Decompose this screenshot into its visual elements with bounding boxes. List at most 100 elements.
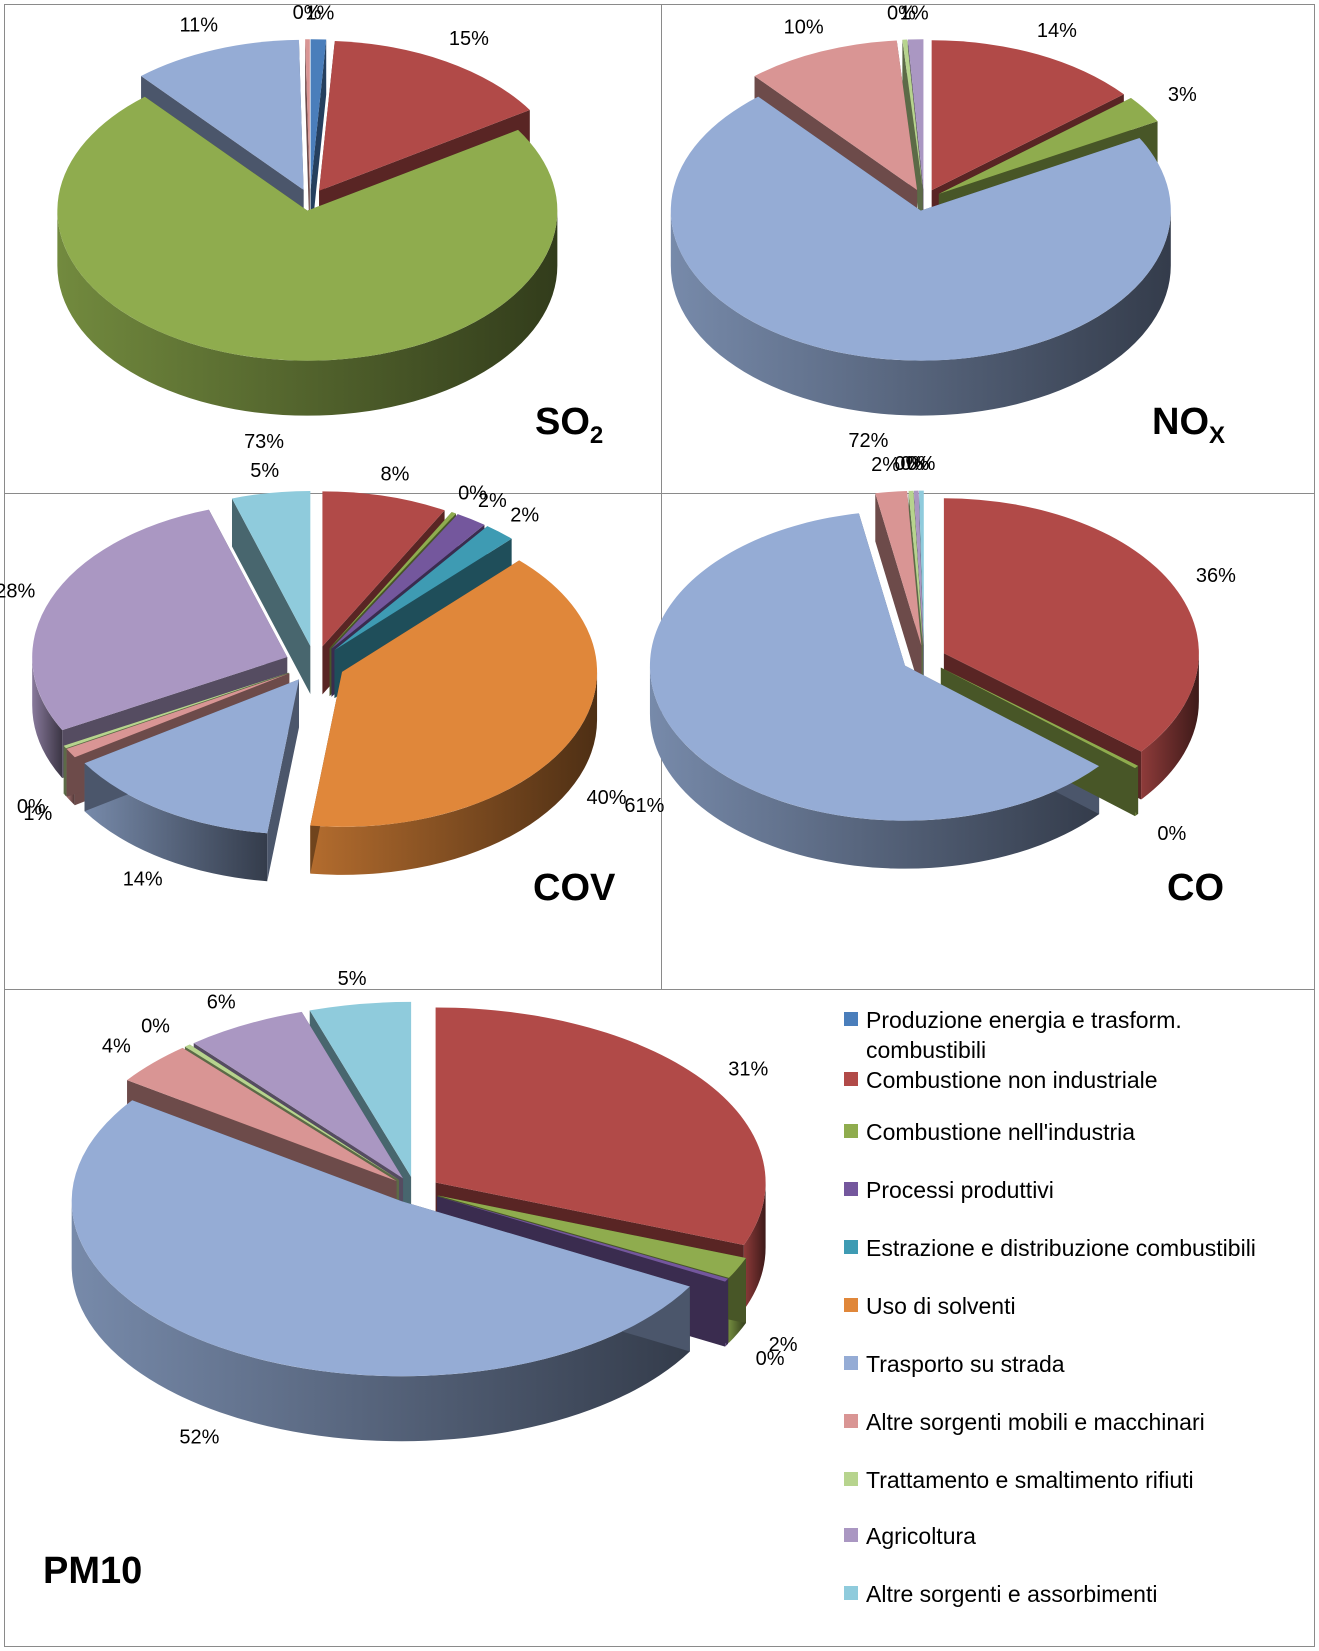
legend-swatch (844, 1472, 858, 1486)
chart-title: NOX (1152, 401, 1226, 449)
pie-slice-altre-sorgenti-mobili-e-macchinari (127, 1047, 397, 1182)
pie-slice-altre-sorgenti-e-assorbimenti (918, 490, 924, 646)
pie-slice-altre-sorgenti-mobili-e-macchinari (875, 490, 922, 646)
pie-slice-estrazione-e-distribuzione-combustibili (334, 526, 512, 651)
pie-slice-processi-produttivi (436, 1196, 729, 1282)
pie-slice-trattamento-e-smaltimento-rifiuti (184, 1044, 399, 1180)
pie-slice-trasporto-su-strada (84, 679, 300, 834)
data-label: 36% (1196, 565, 1236, 587)
data-label: 0% (1157, 823, 1186, 845)
data-label: 0% (458, 482, 487, 504)
legend-swatch (844, 1124, 858, 1138)
pie-slice-combustione-non-industriale (435, 1007, 766, 1246)
legend-label: Altre sorgenti mobili e macchinari (866, 1409, 1205, 1435)
pie-slice-combustione-non-industriale (943, 498, 1199, 752)
legend-label: Trattamento e smaltimento rifiuti (866, 1467, 1194, 1493)
pie-slice-combustione-nell-industria (329, 512, 456, 649)
data-label: 72% (848, 430, 888, 452)
data-label: 10% (784, 17, 824, 39)
legend-swatch (844, 1586, 858, 1600)
data-label: 4% (102, 1035, 131, 1057)
data-label: 28% (0, 580, 36, 602)
legend-swatch (844, 1414, 858, 1428)
pie-slice-altre-sorgenti-e-assorbimenti (231, 490, 311, 646)
pie-slice-uso-di-solventi (310, 560, 598, 827)
data-label: 0% (887, 3, 916, 25)
data-label: 6% (207, 992, 236, 1014)
pie-slice-trattamento-e-smaltimento-rifiuti (63, 672, 289, 749)
pie-slice-altre-sorgenti-e-assorbimenti (309, 1001, 412, 1177)
chart-cell-pm10: 31% 2% 0% 52% 4% 0% 6% 5% PM10 (4, 968, 1315, 1647)
legend-item: Produzione energia e trasform. combustib… (844, 1005, 1306, 1065)
pie-slice-agricoltura (32, 509, 288, 731)
legend-swatch (844, 1528, 858, 1542)
legend-swatch (844, 1240, 858, 1254)
data-label: 8% (380, 464, 409, 486)
data-label: 0% (17, 796, 46, 818)
pie-slice-combustione-nell-industria (437, 1195, 746, 1278)
data-label: 31% (728, 1058, 768, 1080)
pie-slice-combustione-non-industriale (319, 40, 530, 191)
data-label: 0% (900, 453, 929, 475)
pie-slice-trasporto-su-strada (649, 513, 1100, 821)
legend-swatch (844, 1356, 858, 1370)
legend-item: Uso di solventi (844, 1291, 1306, 1321)
pie-chart-so2: 1% 15% 73% 11% 0% (57, 2, 558, 453)
data-label: 1% (900, 2, 929, 24)
legend-item: Combustione non industriale (844, 1065, 1306, 1095)
data-label: 73% (244, 431, 284, 453)
legend-label: Produzione energia e trasform. combustib… (866, 1007, 1182, 1063)
data-label: 15% (449, 28, 489, 50)
data-label: 40% (587, 787, 627, 809)
data-label: 3% (1168, 84, 1197, 106)
legend-swatch (844, 1012, 858, 1026)
slice-cut-altre-sorgenti-mobili-e-macchinari (875, 493, 922, 694)
slice-side-combustione-non-industriale (1141, 653, 1199, 800)
pie-slice-agricoltura (913, 490, 924, 646)
data-label: 11% (179, 14, 218, 36)
pie-slice-agricoltura (907, 39, 924, 190)
legend-item: Combustione nell'industria (844, 1117, 1306, 1147)
data-label: 2% (478, 490, 507, 512)
pie-slice-trasporto-su-strada (670, 96, 1171, 361)
legend-item: Trattamento e smaltimento rifiuti (844, 1465, 1306, 1495)
data-label: 2% (769, 1334, 798, 1356)
legend-swatch (844, 1182, 858, 1196)
chart-cell-so2: 1% 15% 73% 11% 0% SO2 (4, 2, 662, 494)
legend-label: Combustione nell'industria (866, 1119, 1136, 1145)
pie-slice-produzione-energia-e-trasform-combustibili (310, 39, 327, 190)
data-label: 61% (624, 795, 664, 817)
pie-slice-combustione-non-industriale (322, 491, 445, 647)
pie-slice-trattamento-e-smaltimento-rifiuti (902, 39, 923, 190)
chart-title: CO (1167, 867, 1224, 909)
pie-slice-altre-sorgenti-mobili-e-macchinari (305, 39, 310, 190)
data-label: 0% (907, 453, 936, 475)
slice-side-trasporto-su-strada (670, 210, 1171, 416)
pie-chart-co: 36%0%61%2%0%0%0% (624, 453, 1236, 869)
pie-slice-altre-sorgenti-mobili-e-macchinari (754, 40, 918, 191)
chart-cell-nox: 14% 3% 72% 10% 0% 1% NOX (661, 2, 1315, 494)
data-label: 1% (305, 2, 334, 24)
legend-label: Combustione non industriale (866, 1067, 1158, 1093)
pie-slice-combustione-nell-industria (938, 97, 1158, 194)
legend-swatch (844, 1298, 858, 1312)
pie-slice-altre-sorgenti-mobili-e-macchinari (66, 673, 290, 758)
data-label: 2% (510, 504, 539, 526)
slice-cut-produzione-energia-e-trasform-combustibili (310, 39, 327, 245)
slice-side-agricoltura (32, 657, 63, 779)
legend-item: Trasporto su strada (844, 1349, 1306, 1379)
slice-side-combustione-non-industriale (743, 1182, 766, 1311)
pie-chart-cov: 8%0%2%2%40%14%1%0%28%5% (0, 460, 627, 890)
legend-label: Uso di solventi (866, 1293, 1016, 1319)
slice-cut-altre-sorgenti-e-assorbimenti (231, 498, 311, 694)
legend-label: Estrazione e distribuzione combustibili (866, 1235, 1256, 1261)
chart-cell-cov: 8% 0% 2% 2% 40% 14% 1% 0% 28% 5% COV (0, 460, 662, 990)
slice-side-combustione-nell-industria (57, 210, 558, 416)
pie-chart-pm10: 31%2%0%52%4%0%6%5% (71, 968, 798, 1449)
pie-slice-combustione-non-industriale (931, 40, 1124, 191)
chart-cell-co: 36% 0% 61% 2% 0% 0% 0% CO (624, 453, 1315, 990)
pie-slice-trasporto-su-strada (71, 1100, 690, 1377)
chart-title: SO2 (535, 401, 604, 449)
data-label: 5% (250, 460, 279, 482)
legend-item: Estrazione e distribuzione combustibili (844, 1233, 1306, 1263)
